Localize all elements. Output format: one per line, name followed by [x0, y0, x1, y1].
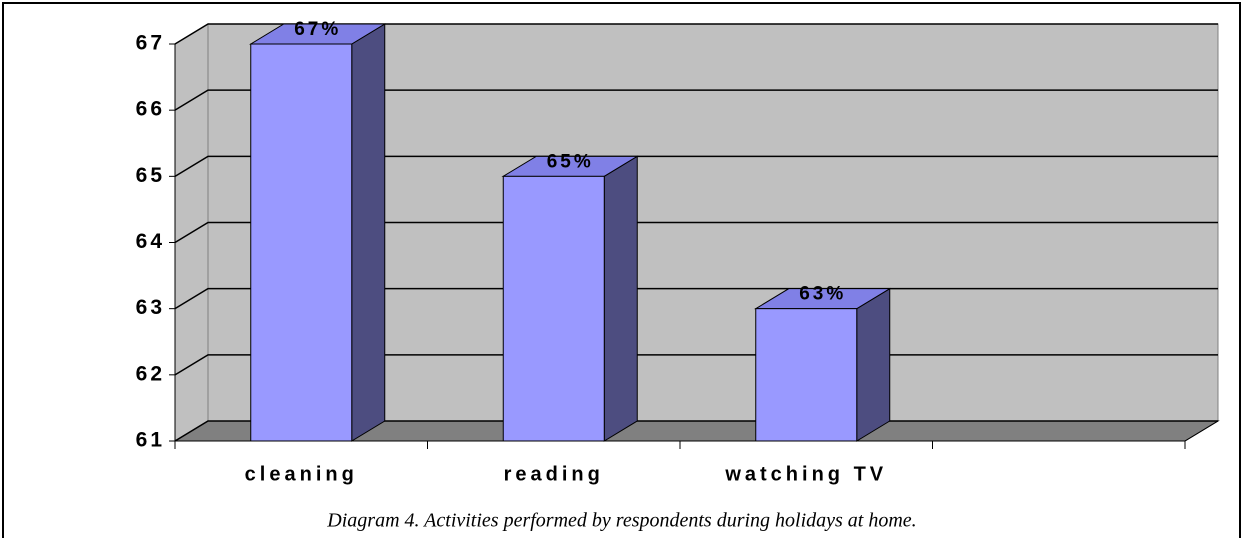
- value-label: 63%: [799, 284, 846, 305]
- grid-line: [174, 89, 1218, 111]
- grid-line: [174, 155, 1218, 177]
- y-tick-label: 63: [136, 296, 165, 319]
- y-tick-label: 66: [136, 98, 165, 121]
- grid-line: [174, 221, 1218, 244]
- bar: [250, 43, 353, 442]
- value-label: 67%: [294, 19, 341, 40]
- bar-side: [351, 23, 386, 442]
- x-tick-label: cleaning: [245, 463, 358, 485]
- bar: [502, 175, 605, 442]
- y-tick-label: 64: [136, 230, 165, 253]
- grid-line: [174, 23, 1218, 45]
- bar-side: [603, 155, 638, 442]
- x-tick-label: reading: [504, 463, 604, 485]
- y-tick-label: 61: [136, 429, 165, 452]
- y-tick-label: 62: [136, 362, 165, 385]
- y-tick-label: 65: [136, 164, 165, 187]
- bar: [755, 308, 858, 442]
- x-tick-label: watching TV: [724, 463, 887, 485]
- value-label: 65%: [547, 151, 594, 172]
- caption: Diagram 4. Activities performed by respo…: [326, 510, 916, 532]
- y-tick-label: 67: [136, 32, 165, 55]
- bar-side: [856, 287, 891, 442]
- x-axis-back: [1184, 420, 1219, 442]
